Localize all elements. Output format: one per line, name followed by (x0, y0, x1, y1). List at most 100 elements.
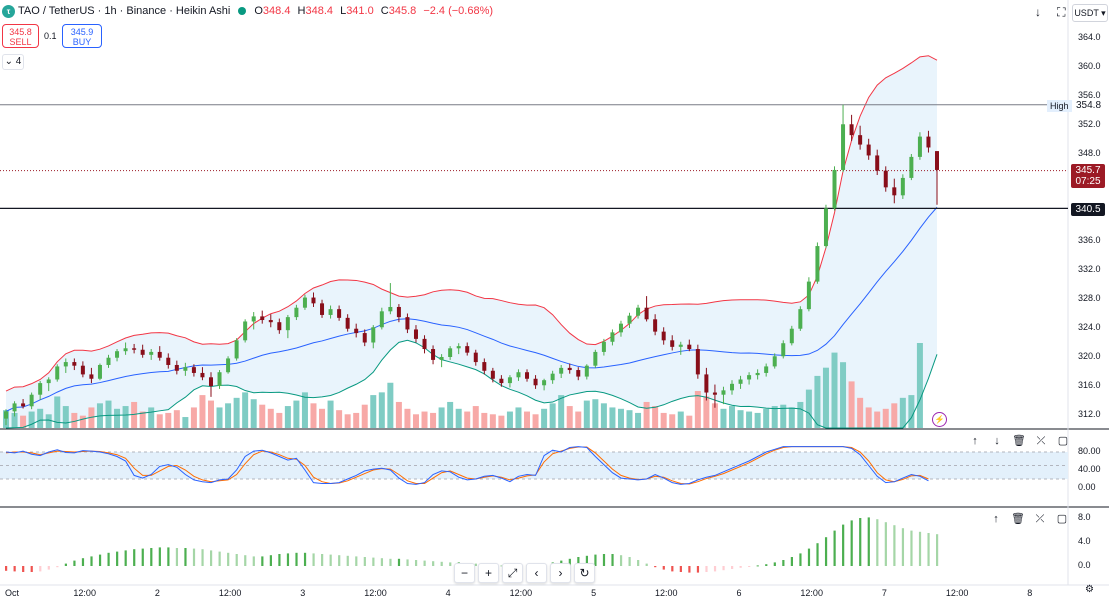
sell-button[interactable]: 345.8 SELL (2, 24, 39, 48)
macd-bar (56, 566, 59, 568)
flash-icon[interactable]: ⚡ (932, 412, 947, 427)
delete-icon[interactable]: 🗑 (1012, 435, 1026, 447)
macd-bar (474, 563, 477, 566)
macd-bar (90, 556, 93, 566)
macd-bar (47, 566, 50, 570)
move-up-icon[interactable]: ↑ (972, 435, 978, 447)
candle-body (183, 367, 188, 371)
volume-bar (353, 412, 360, 428)
settings-gear-icon[interactable]: ⚙ (1085, 584, 1094, 595)
candle-body (482, 362, 487, 371)
volume-bar (617, 408, 624, 428)
volume-bar (421, 411, 428, 428)
time-tick-label: 6 (736, 588, 742, 598)
volume-bar (635, 412, 642, 428)
volume-bar (79, 415, 86, 428)
price-tick-label: 312.0 (1078, 409, 1101, 419)
volume-bar (541, 408, 548, 428)
ohlc-low-label: L (340, 5, 347, 17)
move-up-icon[interactable]: ↑ (993, 513, 999, 525)
maximize-pane-icon[interactable]: ▢ (1056, 513, 1068, 525)
market-status-icon[interactable] (238, 7, 247, 15)
volume-bar (763, 408, 770, 428)
volume-bar (225, 403, 232, 428)
last-price-tag: 345.7 07:25 (1071, 164, 1105, 188)
macd-bar (432, 561, 435, 566)
candle-body (798, 309, 803, 329)
volume-bar (703, 396, 710, 428)
volume-bar (438, 407, 445, 428)
time-tick-label: 12:00 (800, 588, 823, 598)
download-arrow-icon[interactable]: ↓ (1035, 5, 1041, 19)
macd-bar (773, 562, 776, 566)
macd-bar (192, 548, 196, 566)
maximize-icon[interactable]: ⛶ (1057, 5, 1066, 19)
currency-label: USDT (1074, 8, 1099, 18)
volume-bar (797, 401, 804, 428)
move-down-icon[interactable]: ↓ (994, 435, 1000, 447)
volume-bar (293, 400, 300, 428)
macd-bar (380, 558, 384, 566)
volume-bar (395, 401, 402, 428)
volume-bar (558, 395, 565, 428)
volume-bar (788, 407, 795, 428)
reset-chart-icon[interactable]: ↻ (574, 563, 595, 583)
volume-bar (447, 401, 454, 428)
high-label: High (1047, 100, 1072, 112)
macd-bar (22, 566, 25, 572)
volume-bar (583, 400, 590, 428)
macd-bar (141, 548, 144, 566)
zoom-out-icon[interactable]: − (454, 563, 475, 583)
macd-bar (355, 556, 358, 566)
candle-body (542, 380, 547, 386)
collapse-icon[interactable]: ⤫ (1035, 513, 1045, 525)
symbol-title[interactable]: TAO / TetherUS · 1h · Binance · Heikin A… (18, 5, 231, 17)
volume-bar (498, 415, 505, 428)
macd-bar (201, 549, 204, 566)
volume-bar (62, 406, 69, 428)
candle-body (431, 349, 436, 360)
macd-bar (363, 557, 366, 566)
candle-body (507, 377, 512, 384)
buy-button[interactable]: 345.9 BUY (62, 24, 102, 48)
macd-bar (705, 566, 708, 572)
volume-bar (524, 411, 531, 428)
zoom-in-icon[interactable]: + (478, 563, 499, 583)
volume-bar (737, 410, 744, 428)
indicators-collapse-button[interactable]: ⌄ 4 (2, 54, 24, 70)
tao-logo-icon: τ (2, 4, 15, 18)
volume-bar (430, 412, 437, 428)
macd-bar (628, 557, 631, 566)
macd-bar (662, 566, 665, 570)
ohlc-high-label: H (297, 5, 306, 17)
delete-icon[interactable]: 🗑 (1011, 513, 1025, 525)
scroll-right-icon[interactable]: › (550, 563, 571, 583)
indicators-count: 4 (15, 56, 22, 67)
top-right-tools: ↓ ⛶ (1030, 4, 1069, 20)
macd-bar (252, 556, 255, 566)
macd-bar (423, 560, 426, 566)
volume-bar (114, 408, 121, 428)
buy-price: 345.9 (70, 27, 94, 37)
reset-zoom-icon[interactable]: ⤢ (502, 563, 523, 583)
volume-bar (472, 406, 479, 428)
macd-bar (816, 543, 819, 566)
candle-body (772, 356, 777, 367)
macd-bar (338, 555, 341, 566)
price-tick-label: 356.0 (1078, 90, 1101, 100)
collapse-icon[interactable]: ⤫ (1036, 435, 1046, 447)
ohlc-close: 345.8 (388, 5, 417, 17)
candle-body (917, 136, 922, 157)
maximize-pane-icon[interactable]: ▢ (1057, 435, 1069, 447)
candle-body (525, 372, 530, 379)
volume-bar (11, 412, 18, 428)
scroll-left-icon[interactable]: ‹ (526, 563, 547, 583)
candle-body (354, 328, 359, 334)
macd-bar (303, 552, 307, 566)
volume-bar (165, 412, 172, 428)
macd-bar (790, 557, 793, 566)
candle-body (362, 333, 367, 343)
currency-select[interactable]: USDT ▾ (1072, 4, 1108, 22)
macd-bar (936, 534, 939, 566)
